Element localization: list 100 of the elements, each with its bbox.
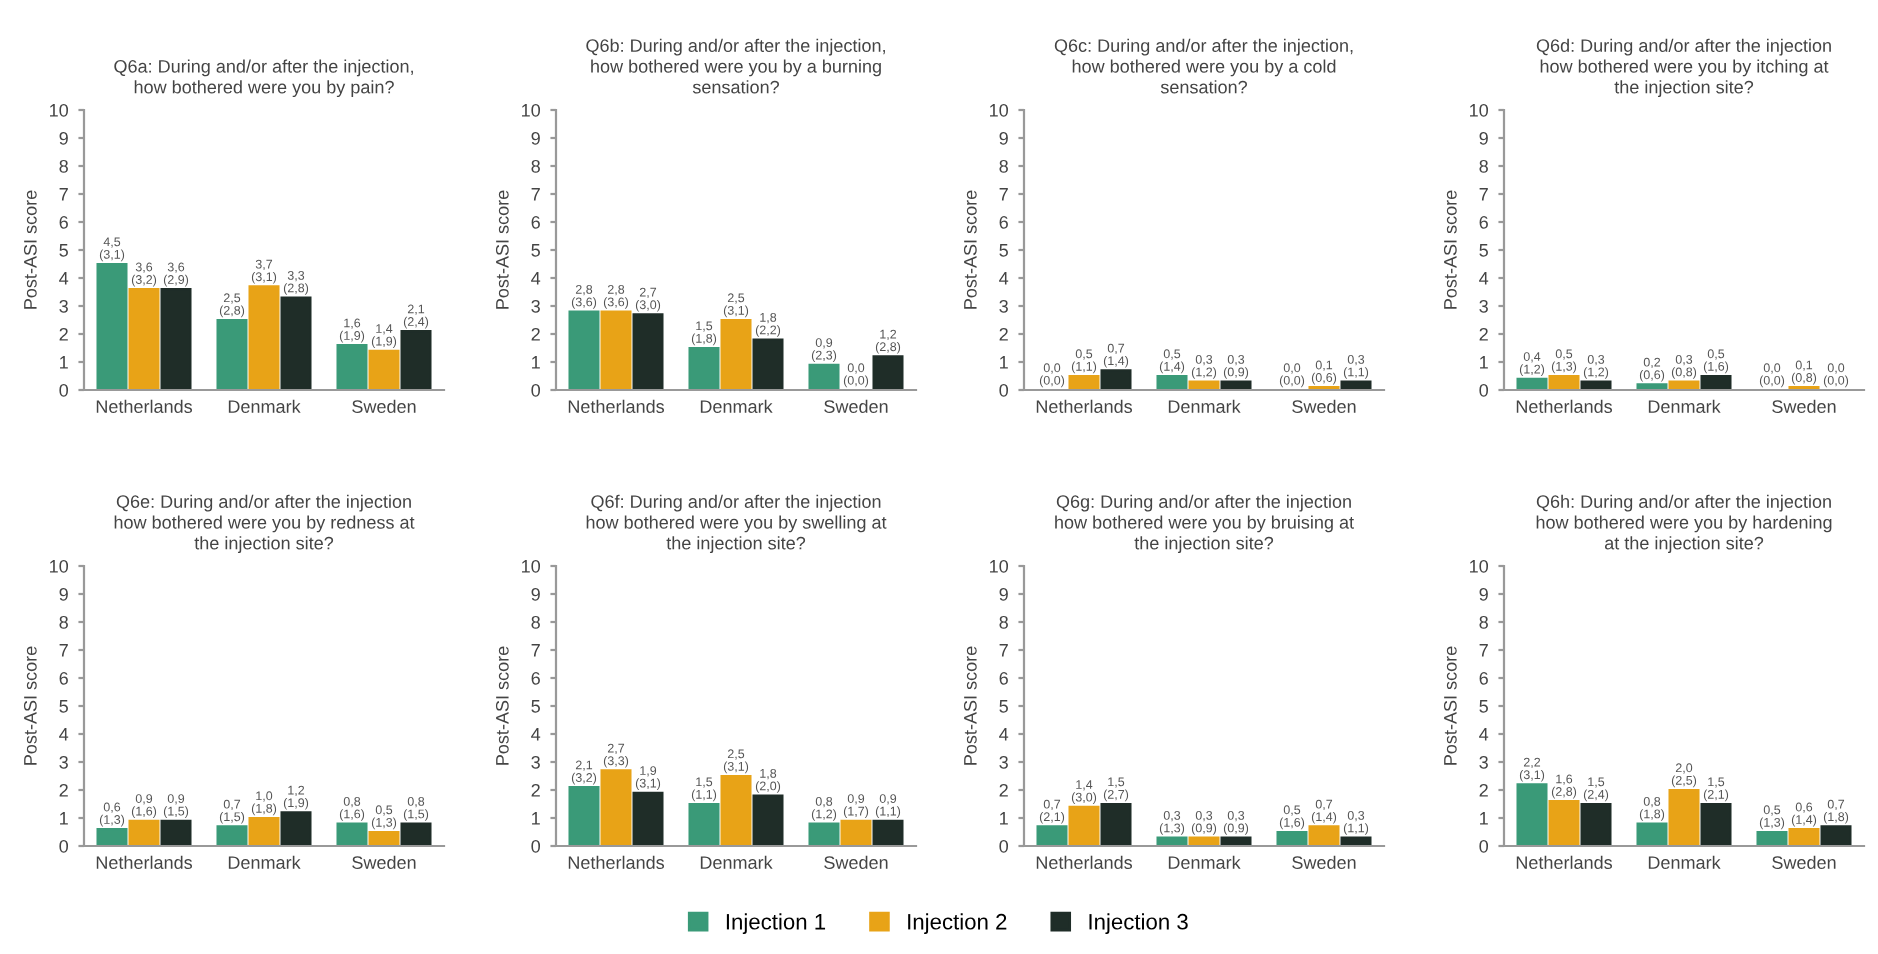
y-axis-title: Post-ASI score bbox=[495, 646, 509, 765]
bar bbox=[280, 811, 312, 846]
bar bbox=[128, 288, 160, 390]
bar bbox=[872, 819, 904, 846]
x-tick-label: Denmark bbox=[1168, 399, 1241, 413]
bar bbox=[720, 318, 752, 390]
y-tick-label: 10 bbox=[1470, 559, 1489, 573]
legend-label: Injection 1 bbox=[726, 913, 826, 934]
y-tick-label: 0 bbox=[1479, 383, 1489, 397]
chart-title: Q6h: During and/or after the injection how bothered were you by hardening at the injection site? bbox=[1536, 494, 1832, 554]
y-tick-label: 8 bbox=[531, 615, 540, 629]
y-tick-label: 3 bbox=[999, 299, 1008, 313]
bar bbox=[1036, 825, 1068, 846]
bar bbox=[1548, 800, 1580, 846]
bar bbox=[1340, 836, 1372, 846]
bar bbox=[568, 310, 600, 390]
bar bbox=[368, 349, 400, 390]
bar bbox=[216, 318, 248, 390]
bar bbox=[752, 794, 784, 846]
bar bbox=[840, 819, 872, 846]
bar bbox=[248, 285, 280, 390]
bar bbox=[1756, 830, 1788, 846]
bar bbox=[400, 330, 432, 390]
x-tick-label: Netherlands bbox=[1036, 399, 1133, 413]
chart-title: Q6g: During and/or after the injection how bothered were you by bruising at the injection site? bbox=[1055, 494, 1354, 554]
bar bbox=[1636, 822, 1668, 846]
y-tick-label: 7 bbox=[999, 644, 1008, 657]
y-tick-label: 6 bbox=[531, 215, 540, 229]
bar bbox=[1220, 380, 1252, 390]
x-tick-label: Denmark bbox=[1168, 855, 1241, 869]
bar bbox=[160, 288, 192, 390]
y-tick-label: 10 bbox=[1470, 103, 1489, 117]
y-tick-label: 9 bbox=[59, 587, 68, 601]
y-tick-label: 2 bbox=[59, 783, 68, 797]
y-tick-label: 1 bbox=[1000, 356, 1008, 369]
bar bbox=[336, 344, 368, 390]
y-tick-label: 8 bbox=[59, 159, 68, 173]
y-axis-title: Post-ASI score bbox=[23, 646, 37, 765]
y-tick-label: 4 bbox=[59, 728, 69, 741]
y-tick-label: 8 bbox=[1479, 615, 1488, 629]
y-tick-label: 10 bbox=[522, 103, 541, 117]
y-tick-label: 0 bbox=[59, 383, 69, 397]
y-tick-label: 9 bbox=[1479, 131, 1488, 145]
y-tick-label: 6 bbox=[1479, 671, 1488, 685]
y-tick-label: 0 bbox=[999, 383, 1009, 397]
y-axis-title: Post-ASI score bbox=[1443, 190, 1457, 309]
y-tick-label: 6 bbox=[999, 671, 1008, 685]
chart-title: Q6e: During and/or after the injection how bothered were you by redness at the injection site? bbox=[114, 494, 415, 554]
x-tick-label: Sweden bbox=[352, 855, 416, 869]
bar bbox=[1580, 802, 1612, 846]
x-tick-label: Sweden bbox=[352, 399, 416, 413]
bar bbox=[96, 262, 128, 390]
y-tick-label: 5 bbox=[999, 244, 1008, 257]
bar bbox=[1516, 783, 1548, 846]
bar bbox=[688, 802, 720, 846]
y-tick-label: 8 bbox=[59, 615, 68, 629]
x-tick-label: Netherlands bbox=[1516, 399, 1613, 413]
x-tick-label: Sweden bbox=[1772, 855, 1836, 869]
y-tick-label: 9 bbox=[999, 587, 1008, 601]
x-tick-label: Denmark bbox=[700, 855, 773, 869]
y-axis-title: Post-ASI score bbox=[23, 190, 37, 309]
bar bbox=[1340, 380, 1372, 390]
bar bbox=[336, 822, 368, 846]
x-tick-label: Netherlands bbox=[1036, 855, 1133, 869]
bar bbox=[128, 819, 160, 846]
bar bbox=[1820, 825, 1852, 846]
bar bbox=[1156, 836, 1188, 846]
y-axis-title: Post-ASI score bbox=[963, 190, 977, 309]
bar bbox=[752, 338, 784, 390]
y-tick-label: 4 bbox=[531, 728, 541, 741]
bar bbox=[632, 791, 664, 846]
y-tick-label: 1 bbox=[60, 356, 68, 369]
y-tick-label: 4 bbox=[1479, 272, 1489, 285]
y-tick-label: 9 bbox=[999, 131, 1008, 145]
bar bbox=[400, 822, 432, 846]
bar bbox=[1668, 788, 1700, 846]
bar bbox=[1068, 374, 1100, 390]
y-tick-label: 8 bbox=[1479, 159, 1488, 173]
y-tick-label: 6 bbox=[1479, 215, 1488, 229]
y-tick-label: 6 bbox=[999, 215, 1008, 229]
y-tick-label: 3 bbox=[1479, 299, 1488, 313]
y-tick-label: 2 bbox=[531, 327, 540, 341]
y-tick-label: 10 bbox=[522, 559, 541, 573]
x-tick-label: Netherlands bbox=[568, 855, 665, 869]
y-tick-label: 1 bbox=[1480, 812, 1488, 825]
y-tick-label: 5 bbox=[531, 700, 540, 713]
y-tick-label: 3 bbox=[59, 299, 68, 313]
chart-title: Q6a: During and/or after the injection, how bothered were you by pain? bbox=[114, 59, 413, 98]
x-tick-label: Denmark bbox=[700, 399, 773, 413]
bar bbox=[872, 355, 904, 390]
y-tick-label: 3 bbox=[531, 299, 540, 313]
chart-title: Q6d: During and/or after the injection how bothered were you by itching at the injection site? bbox=[1536, 38, 1831, 98]
y-tick-label: 10 bbox=[990, 559, 1009, 573]
x-tick-label: Sweden bbox=[1292, 855, 1356, 869]
y-tick-label: 2 bbox=[59, 327, 68, 341]
x-tick-label: Netherlands bbox=[96, 855, 193, 869]
x-tick-label: Denmark bbox=[228, 855, 301, 869]
bar bbox=[600, 310, 632, 390]
y-axis-title: Post-ASI score bbox=[1443, 646, 1457, 765]
x-tick-label: Sweden bbox=[824, 399, 888, 413]
